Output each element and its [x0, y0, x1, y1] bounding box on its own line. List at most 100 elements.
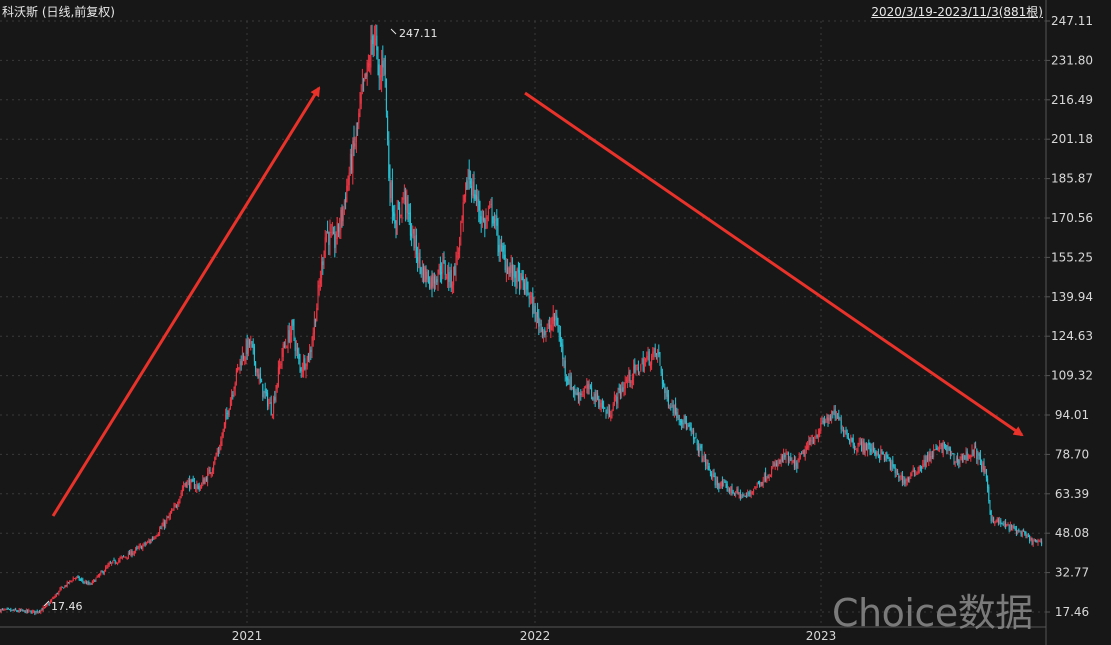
- candle-body: [967, 454, 969, 459]
- candle-body: [59, 588, 61, 591]
- candle-body: [505, 264, 507, 274]
- candle-body: [151, 538, 153, 540]
- candle-body: [300, 367, 302, 372]
- candle-body: [119, 558, 121, 561]
- candle-body: [918, 465, 920, 473]
- candle-body: [912, 468, 914, 472]
- candle-body: [975, 445, 977, 448]
- candle-body: [946, 445, 948, 452]
- candle-body: [957, 457, 959, 462]
- candle-body: [479, 211, 481, 215]
- candle-body: [647, 352, 649, 358]
- candle-body: [592, 397, 594, 400]
- candle-body: [1006, 524, 1008, 527]
- candle-body: [177, 504, 179, 507]
- candle-body: [525, 279, 527, 295]
- candle-body: [732, 492, 734, 494]
- candle-body: [725, 481, 727, 485]
- candle-body: [605, 409, 607, 415]
- candle-body: [720, 481, 722, 487]
- candle-body: [389, 174, 391, 198]
- candle-body: [455, 254, 457, 275]
- candle-body: [539, 323, 541, 330]
- candle-body: [29, 610, 31, 612]
- candle-body: [694, 438, 696, 440]
- candle-body: [123, 556, 125, 558]
- candle-body: [1023, 530, 1025, 532]
- candle-body: [832, 412, 834, 414]
- candle-body: [916, 473, 918, 475]
- candle-body: [649, 363, 651, 368]
- candle-body: [267, 392, 269, 407]
- candle-body: [711, 473, 713, 478]
- candle-body: [171, 510, 173, 513]
- candle-body: [636, 364, 638, 366]
- candle-body: [598, 398, 600, 408]
- candle-body: [204, 478, 206, 484]
- candle-body: [999, 520, 1001, 524]
- candle-body: [981, 464, 983, 470]
- candle-body: [27, 609, 29, 612]
- candle-body: [909, 477, 911, 480]
- candle-body: [646, 356, 648, 359]
- candle-body: [730, 486, 732, 494]
- candle-body: [1024, 531, 1026, 534]
- candle-body: [852, 438, 854, 446]
- candle-body: [501, 245, 503, 247]
- uptrend-arrow: [51, 86, 321, 517]
- candle-body: [693, 430, 695, 439]
- candle-body: [303, 359, 305, 372]
- candle-body: [247, 338, 249, 354]
- candle-body: [433, 276, 435, 284]
- watermark-logo: Choice数据: [832, 591, 1033, 635]
- candle-body: [162, 522, 164, 527]
- candle-body: [60, 587, 62, 590]
- candle-body: [125, 556, 127, 558]
- candle-body: [549, 324, 551, 329]
- candle-body: [997, 519, 999, 523]
- candle-body: [196, 484, 198, 489]
- candle-body: [515, 278, 517, 285]
- candle-body: [828, 417, 830, 421]
- candle-body: [497, 228, 499, 249]
- candle-body: [1019, 531, 1021, 533]
- candle-body: [742, 494, 744, 497]
- candle-body: [603, 406, 605, 408]
- candle-body: [684, 416, 686, 423]
- candle-body: [717, 480, 719, 486]
- candle-body: [945, 446, 947, 448]
- candle-body: [1038, 540, 1040, 542]
- candle-body: [857, 446, 859, 449]
- candle-body: [101, 571, 103, 573]
- candle-body: [96, 575, 98, 578]
- candle-body: [366, 62, 368, 77]
- candle-body: [552, 313, 554, 324]
- candle-body: [150, 539, 152, 543]
- candle-body: [37, 611, 39, 613]
- candle-body: [868, 442, 870, 445]
- date-range-link[interactable]: 2020/3/19-2023/11/3(881根): [871, 5, 1043, 19]
- candle-body: [577, 393, 579, 399]
- candle-body: [625, 379, 627, 382]
- candle-body: [1007, 524, 1009, 526]
- candle-body: [310, 349, 312, 352]
- candle-body: [996, 519, 998, 522]
- candle-body: [285, 345, 287, 347]
- candle-body: [143, 542, 145, 545]
- candle-body: [169, 513, 171, 517]
- candle-body: [127, 552, 129, 559]
- candle-body: [190, 479, 192, 490]
- candle-body: [274, 396, 276, 401]
- candle-body: [834, 409, 836, 419]
- candle-body: [795, 461, 797, 466]
- candle-body: [807, 445, 809, 449]
- candle-body: [263, 390, 265, 399]
- candle-body: [293, 324, 295, 339]
- candle-body: [495, 218, 497, 222]
- candle-body: [615, 395, 617, 397]
- candle-body: [931, 455, 933, 457]
- candle-body: [191, 479, 193, 481]
- candle-body: [438, 264, 440, 274]
- candle-body: [977, 454, 979, 461]
